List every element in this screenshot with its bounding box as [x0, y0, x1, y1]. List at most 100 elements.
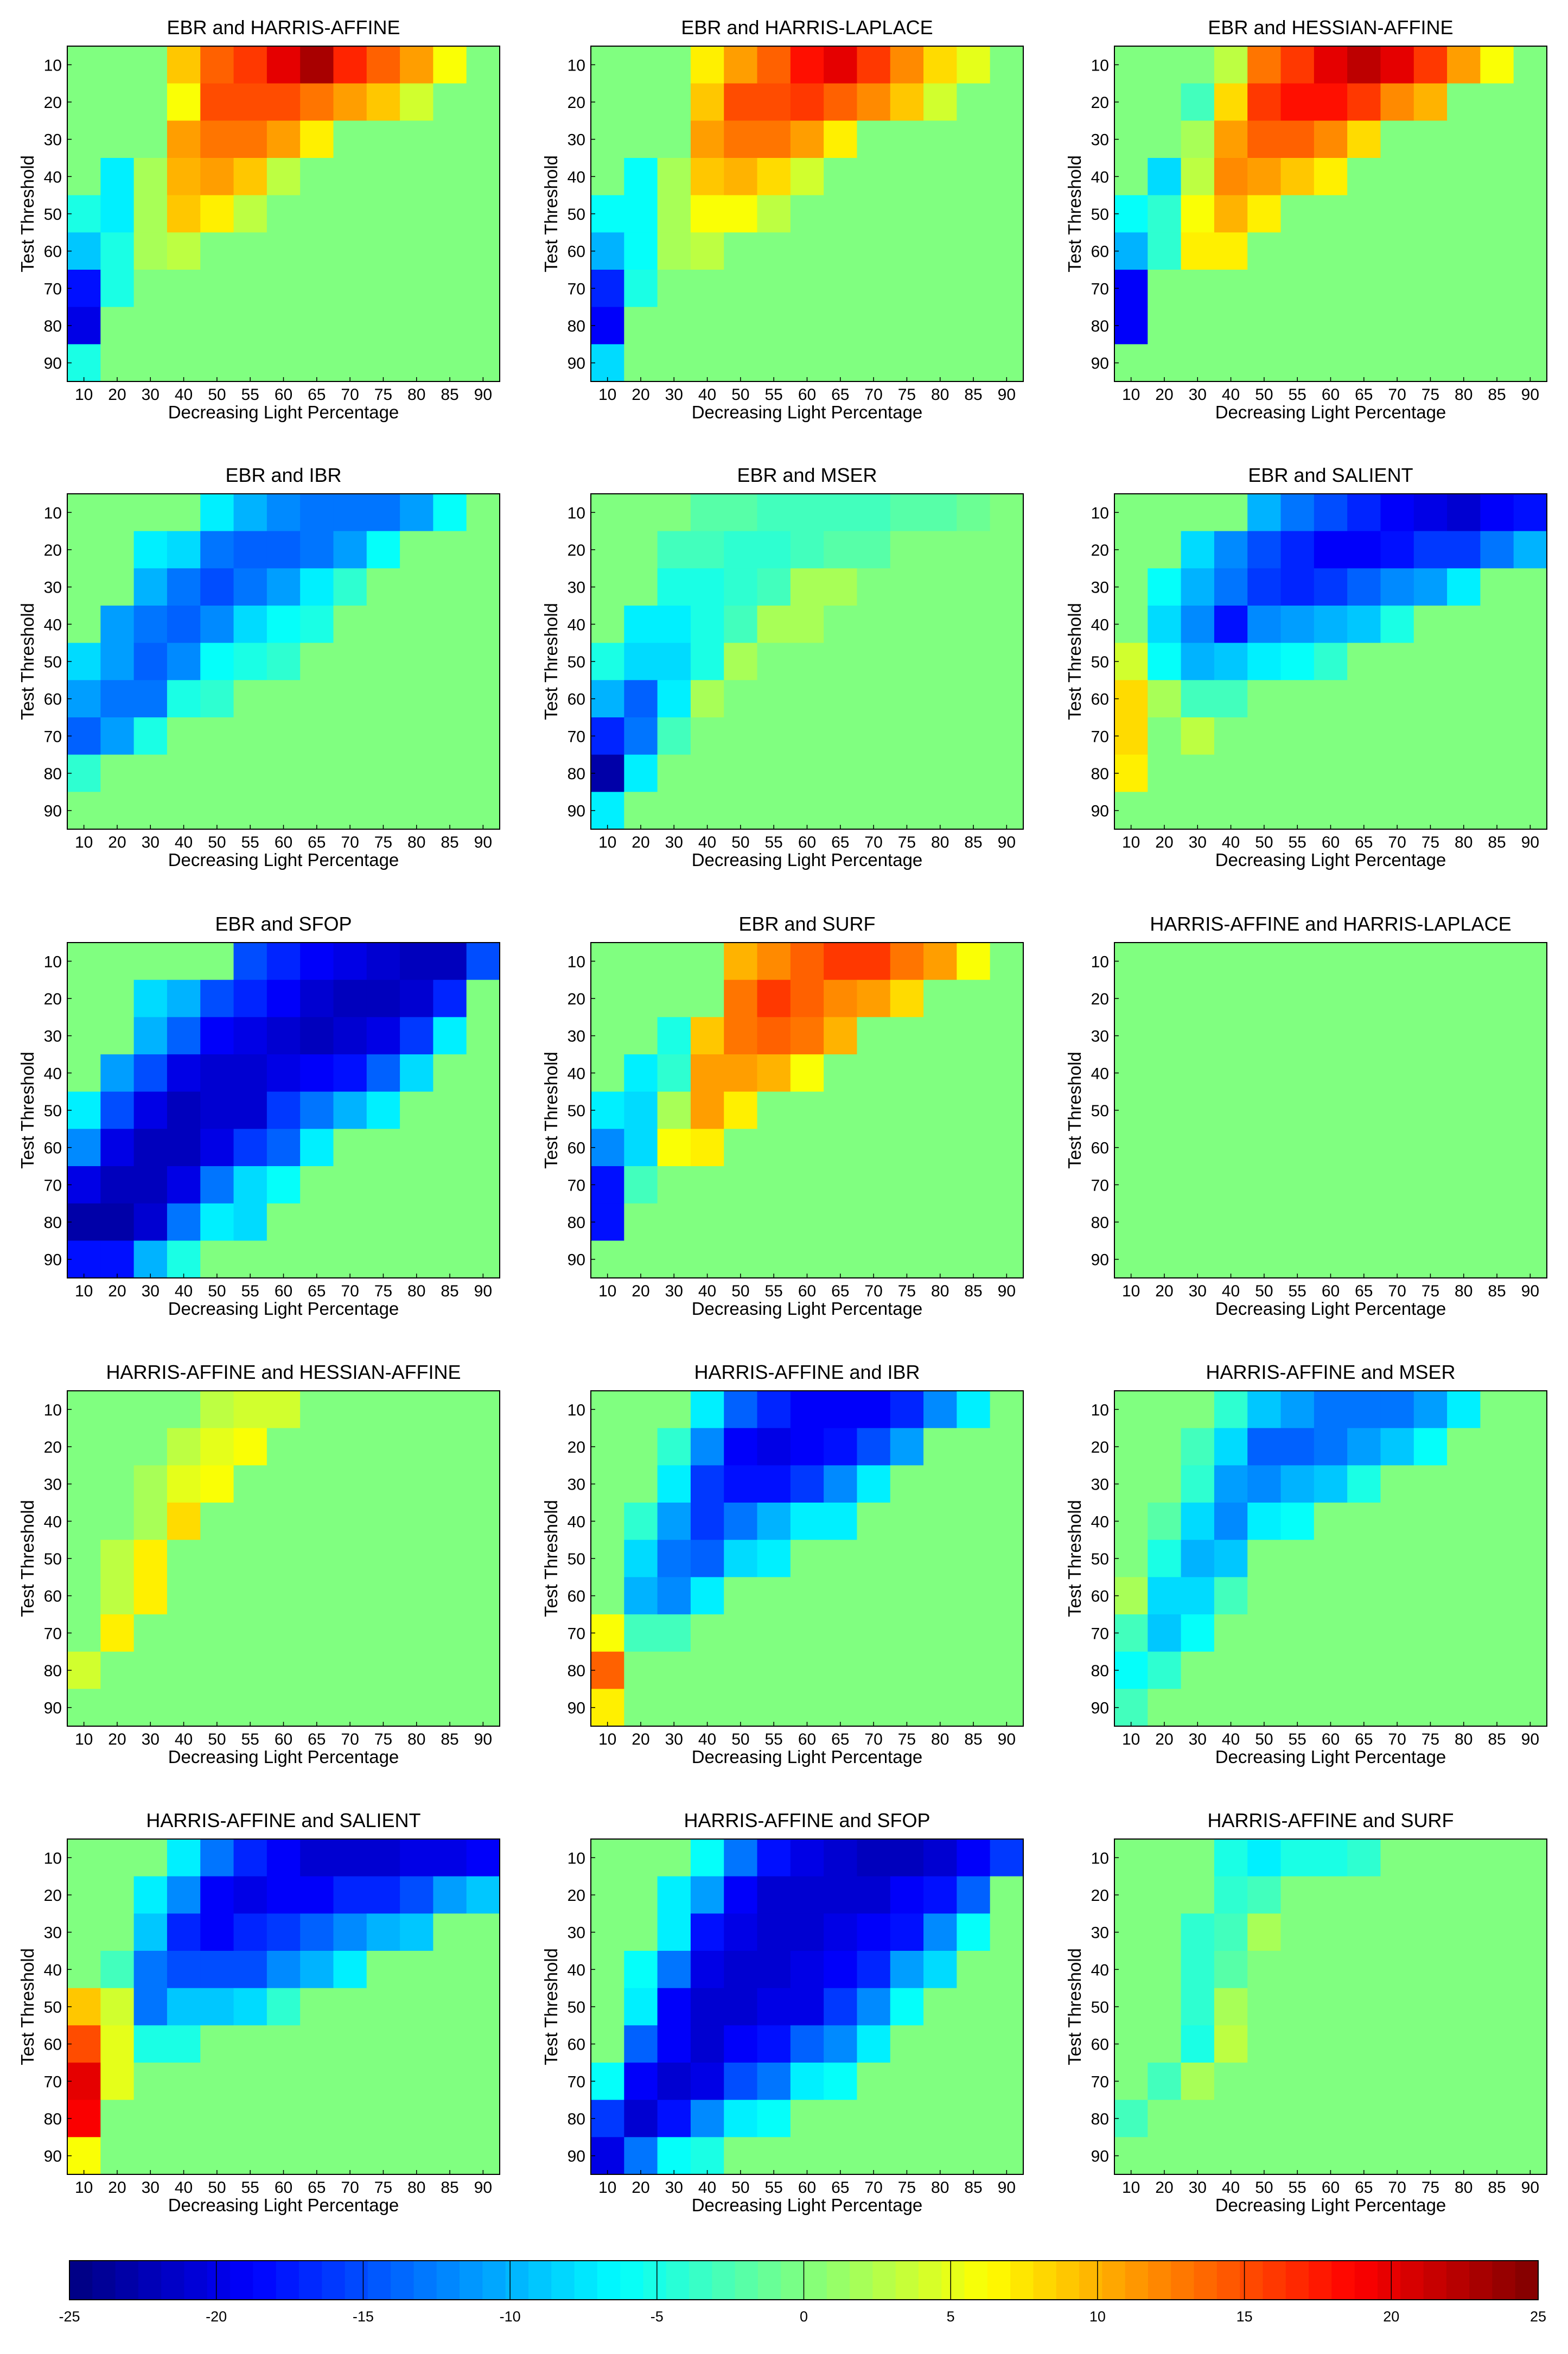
- heatmap-cell: [790, 307, 824, 345]
- heatmap-cell: [300, 1240, 334, 1278]
- heatmap-cell: [1280, 979, 1315, 1017]
- heatmap-cell: [923, 1129, 957, 1167]
- heatmap-cell: [400, 270, 434, 308]
- heatmap-cell: [366, 1017, 400, 1055]
- y-tick-label: 10: [568, 56, 585, 74]
- heatmap-cell: [167, 1988, 201, 2026]
- heatmap-cell: [433, 1017, 467, 1055]
- heatmap-cell: [200, 943, 234, 981]
- heatmap-cell: [1214, 680, 1248, 718]
- heatmap-cell: [200, 1391, 234, 1429]
- heatmap-cell: [1247, 158, 1282, 196]
- y-tick-label: 80: [44, 2110, 62, 2128]
- heatmap-cell: [1114, 344, 1148, 382]
- heatmap-cell: [824, 606, 858, 644]
- heatmap-cell: [857, 83, 891, 121]
- heatmap-cell: [100, 1129, 135, 1167]
- heatmap-cell: [990, 717, 1024, 755]
- heatmap-cell: [200, 1651, 234, 1689]
- heatmap-cell: [1347, 1428, 1381, 1466]
- heatmap-cell: [366, 232, 400, 270]
- heatmap-cell: [1280, 1689, 1315, 1727]
- heatmap-cell: [333, 1839, 367, 1877]
- heatmap-cell: [266, 680, 301, 718]
- heatmap-cell: [1413, 680, 1448, 718]
- heatmap-cell: [857, 717, 891, 755]
- heatmap-cell: [657, 232, 691, 270]
- colorbar-swatch: [1515, 2261, 1539, 2300]
- heatmap-cell: [1380, 494, 1414, 532]
- heatmap-cell: [857, 1203, 891, 1241]
- heatmap-cell: [757, 2137, 791, 2175]
- heatmap-cell: [890, 2063, 924, 2101]
- heatmap-cell: [466, 1503, 500, 1541]
- heatmap-cell: [824, 1839, 858, 1877]
- panel-title: EBR and SALIENT: [1248, 464, 1413, 486]
- heatmap-cell: [591, 1054, 624, 1092]
- heatmap-cell: [1214, 1203, 1248, 1241]
- heatmap-cell: [1148, 1391, 1182, 1429]
- heatmap-cell: [990, 1129, 1024, 1167]
- heatmap-cell: [133, 307, 168, 345]
- heatmap-cell: [1114, 2025, 1148, 2063]
- heatmap-cell: [466, 1951, 500, 1989]
- y-tick-label: 60: [568, 2036, 585, 2054]
- x-tick-label: 55: [241, 386, 259, 404]
- colorbar-swatch: [1309, 2261, 1332, 2300]
- heatmap-cell: [300, 606, 334, 644]
- colorbar-swatch: [436, 2261, 460, 2300]
- heatmap-cell: [1413, 120, 1448, 158]
- x-tick-label: 30: [665, 386, 683, 404]
- x-tick-label: 55: [765, 834, 783, 851]
- colorbar-swatch: [551, 2261, 575, 2300]
- y-tick-label: 30: [1091, 1924, 1109, 1942]
- heatmap-cell: [100, 232, 135, 270]
- heatmap-cell: [133, 494, 168, 532]
- x-tick-label: 30: [665, 2179, 683, 2197]
- heatmap-cell: [1480, 1391, 1514, 1429]
- x-axis-label: Decreasing Light Percentage: [168, 1747, 399, 1767]
- heatmap-cell: [857, 232, 891, 270]
- heatmap-cell: [100, 83, 135, 121]
- colorbar-swatch: [850, 2261, 873, 2300]
- heatmap-cell: [100, 1651, 135, 1689]
- heatmap-cell: [100, 680, 135, 718]
- heatmap-cell: [824, 642, 858, 680]
- heatmap-cell: [624, 2025, 658, 2063]
- heatmap-cell: [433, 2025, 467, 2063]
- heatmap-cell: [1247, 1203, 1282, 1241]
- y-tick-label: 40: [1091, 1065, 1109, 1083]
- heatmap-cell: [1413, 1689, 1448, 1727]
- heatmap-cell: [1181, 1503, 1215, 1541]
- colorbar-swatch: [184, 2261, 208, 2300]
- heatmap-cell: [890, 1129, 924, 1167]
- heatmap-cell: [657, 1240, 691, 1278]
- heatmap-cell: [1214, 1988, 1248, 2026]
- heatmap-cell: [923, 717, 957, 755]
- heatmap-cell: [624, 1240, 658, 1278]
- x-tick-label: 85: [964, 1730, 982, 1748]
- heatmap-cell: [200, 270, 234, 308]
- heatmap-cell: [1214, 1839, 1248, 1877]
- heatmap-cell: [1148, 642, 1182, 680]
- heatmap-cell: [957, 606, 991, 644]
- y-tick-label: 90: [44, 2148, 62, 2166]
- heatmap-cell: [1214, 158, 1248, 196]
- heatmap-cell: [1314, 344, 1348, 382]
- heatmap-cell: [1347, 1054, 1381, 1092]
- heatmap-cell: [591, 1839, 624, 1877]
- heatmap-cell: [724, 344, 758, 382]
- heatmap-cell: [790, 1428, 824, 1466]
- heatmap-cell: [333, 1129, 367, 1167]
- heatmap-cell: [100, 1465, 135, 1503]
- y-tick-label: 50: [568, 1999, 585, 2016]
- colorbar-swatch: [115, 2261, 139, 2300]
- heatmap-cell: [757, 232, 791, 270]
- heatmap-cell: [167, 1391, 201, 1429]
- heatmap-cell: [366, 1465, 400, 1503]
- heatmap-cell: [233, 1614, 267, 1652]
- colorbar-swatch: [1102, 2261, 1126, 2300]
- heatmap-cell: [400, 1988, 434, 2026]
- heatmap-cell: [957, 1240, 991, 1278]
- heatmap-cell: [100, 943, 135, 981]
